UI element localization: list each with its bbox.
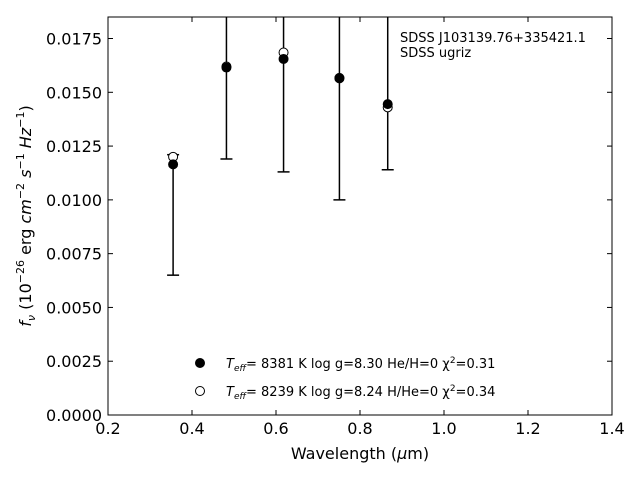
point-filled: [221, 62, 232, 73]
point-filled: [382, 99, 393, 110]
y-tick-label: 0.0000: [46, 406, 102, 425]
annotation-object: SDSS J103139.76+335421.1: [400, 31, 586, 46]
point-filled: [278, 53, 289, 64]
legend-marker-filled: [195, 358, 205, 368]
plot-frame: [107, 16, 613, 416]
y-tick-label: 0.0125: [46, 137, 102, 156]
annotation-bands: SDSS ugriz: [400, 46, 471, 61]
y-tick-label: 0.0175: [46, 30, 102, 49]
y-tick-label: 0.0025: [46, 352, 102, 371]
x-tick-label: 1.2: [515, 419, 540, 438]
x-tick-label: 0.8: [347, 419, 372, 438]
y-tick-label: 0.0050: [46, 298, 102, 317]
legend-marker-open: [195, 386, 205, 396]
point-filled: [168, 159, 179, 170]
error-bars: [167, 17, 394, 276]
y-axis-label: fν (10−26 erg cm−2 s−1 Hz−1): [14, 105, 38, 326]
y-tick-label: 0.0100: [46, 191, 102, 210]
x-tick-label: 0.4: [179, 419, 204, 438]
legend-label-2: Teff= 8239 K log g=8.24 H/He=0 χ2=0.34: [226, 384, 495, 402]
x-tick-label: 0.6: [263, 419, 288, 438]
legend-label-1: Teff= 8381 K log g=8.30 He/H=0 χ2=0.31: [226, 356, 495, 374]
legend: Teff= 8381 K log g=8.30 He/H=0 χ2=0.31 T…: [195, 356, 495, 402]
annotation: SDSS J103139.76+335421.1 SDSS ugriz: [400, 31, 586, 61]
x-axis-label: Wavelength (μm): [291, 444, 429, 463]
x-tick-label: 1.4: [599, 419, 624, 438]
x-tick-label: 0.2: [95, 419, 120, 438]
x-tick-label: 1.0: [431, 419, 456, 438]
axis-ticks: 0.2 0.4 0.6 0.8 1.0 1.2 1.4 0.0000 0.0025 0.0050 0…: [46, 17, 625, 438]
point-filled: [334, 72, 345, 83]
data-points: [168, 47, 393, 170]
y-tick-label: 0.0075: [46, 245, 102, 264]
y-tick-label: 0.0150: [46, 83, 102, 102]
